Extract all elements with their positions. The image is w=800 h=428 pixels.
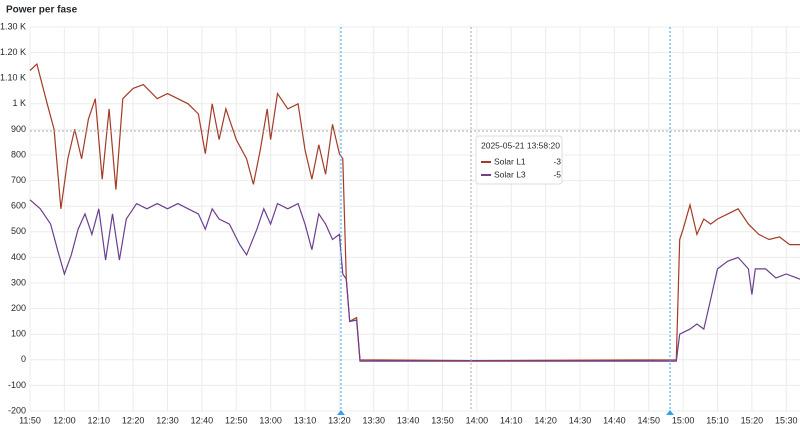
chart-title: Power per fase [6,5,78,16]
x-tick-label: 13:40 [397,415,420,425]
x-tick-label: 13:00 [259,415,282,425]
x-tick-label: 12:30 [156,415,179,425]
y-tick-label: 200 [11,303,26,313]
x-tick-label: 15:30 [775,415,798,425]
x-tick-label: 14:20 [534,415,557,425]
tooltip-series: Solar L1 [494,156,526,166]
x-tick-label: 15:10 [706,415,729,425]
x-tick-label: 12:20 [122,415,145,425]
tooltip-value: -5 [553,169,561,179]
x-tick-label: 14:50 [637,415,660,425]
annotation-marker [337,410,345,415]
y-tick-label: 1.30 K [0,21,26,31]
y-tick-label: 1 K [12,98,26,108]
series-line [29,199,800,362]
x-tick-label: 13:50 [431,415,454,425]
x-tick-label: 14:00 [466,415,489,425]
y-tick-label: 500 [11,226,26,236]
y-tick-label: 1.20 K [0,47,26,57]
y-tick-label: 300 [11,277,26,287]
y-tick-label: -200 [8,405,26,415]
tooltip-box [475,135,563,185]
y-tick-label: 700 [11,175,26,185]
y-tick-label: 400 [11,252,26,262]
annotation-marker [666,410,674,415]
tooltip-time: 2025-05-21 13:58:20 [481,140,560,150]
x-tick-label: 15:00 [672,415,695,425]
tooltip-value: -3 [553,156,561,166]
y-tick-label: 1.10 K [0,73,26,83]
x-tick-label: 12:00 [53,415,76,425]
x-tick-label: 14:10 [500,415,523,425]
x-tick-label: 15:20 [741,415,764,425]
x-tick-label: 12:10 [87,415,110,425]
tooltip: 2025-05-21 13:58:20 Solar L1 -3 Solar L3… [475,135,563,185]
y-tick-label: 800 [11,149,26,159]
x-tick-label: 14:40 [603,415,626,425]
y-tick-label: 0 [21,354,26,364]
y-tick-label: 600 [11,201,26,211]
x-tick-label: 12:50 [225,415,248,425]
x-tick-label: 11:50 [19,415,41,425]
tooltip-series: Solar L3 [494,169,526,179]
y-tick-label: 900 [11,124,26,134]
x-tick-label: 13:10 [294,415,317,425]
y-tick-label: 100 [11,329,26,339]
x-tick-label: 12:40 [191,415,214,425]
x-tick-label: 14:30 [569,415,592,425]
y-tick-label: -100 [8,380,26,390]
series-line [29,62,800,362]
plot-layer: -200 -100 0 100 200 300 400 500 600 700 800 900 1 K 1… [0,21,800,425]
x-tick-label: 13:30 [362,415,385,425]
x-tick-label: 13:20 [328,415,351,425]
